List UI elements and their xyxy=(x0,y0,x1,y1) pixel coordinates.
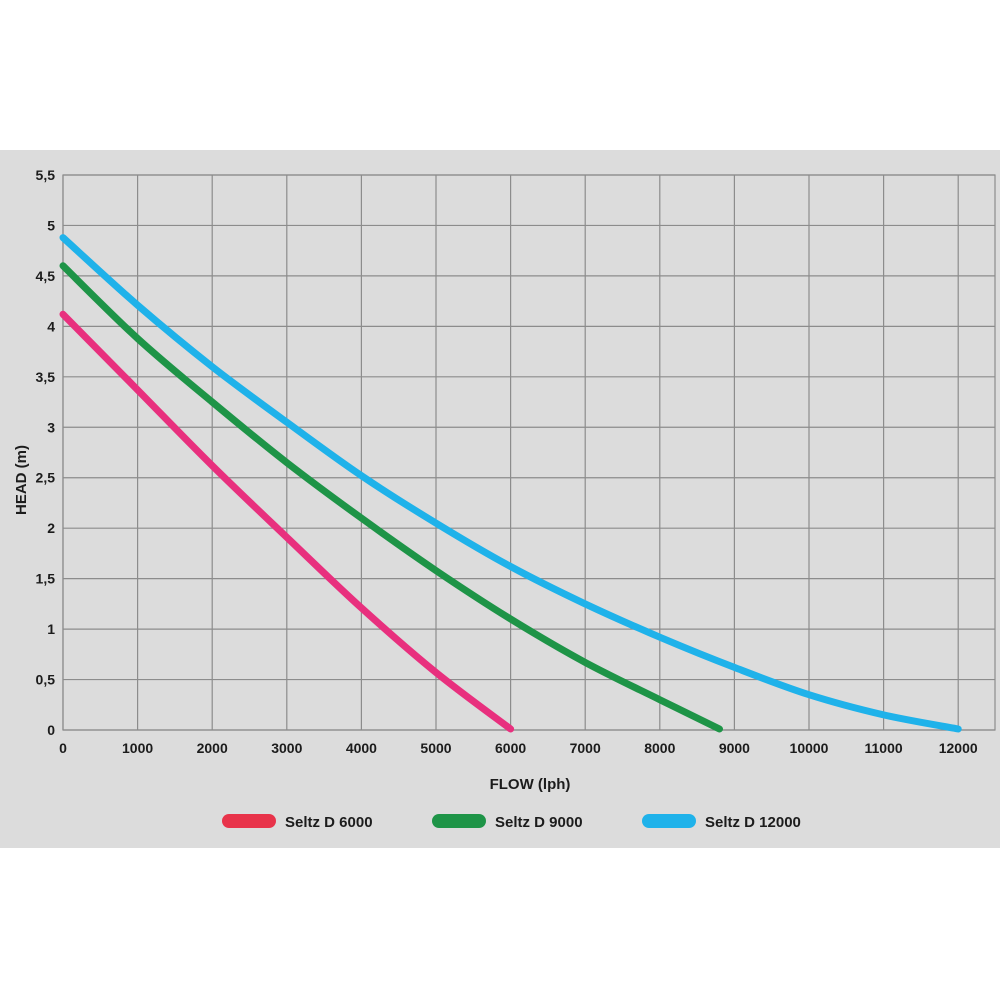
series-line-seltz-d-9000 xyxy=(59,262,723,733)
series-line-seltz-d-12000 xyxy=(59,234,962,733)
grid xyxy=(62,174,996,731)
x-tick-label: 11000 xyxy=(865,740,903,756)
y-tick-label: 3 xyxy=(47,419,55,435)
y-tick-label: 2 xyxy=(47,520,55,536)
y-tick-label: 4,5 xyxy=(36,268,56,284)
chart-panel: 0 0,5 1 1,5 2 2,5 3 3,5 4 4,5 5 5,5 0 1000 2000 3000 40… xyxy=(0,150,1000,848)
x-tick-label: 5000 xyxy=(420,740,451,756)
y-tick-label: 1,5 xyxy=(36,571,56,587)
x-tick-label: 0 xyxy=(59,740,67,756)
y-tick-label: 5 xyxy=(47,217,55,233)
y-axis-label: HEAD (m) xyxy=(13,445,30,515)
y-tick-label: 3,5 xyxy=(36,369,56,385)
x-tick-label: 10000 xyxy=(790,740,829,756)
x-tick-label: 8000 xyxy=(644,740,675,756)
x-tick-label: 3000 xyxy=(271,740,302,756)
x-axis-label: FLOW (lph) xyxy=(490,776,571,793)
y-tick-label: 4 xyxy=(47,318,55,334)
x-tick-labels: 0 1000 2000 3000 4000 5000 6000 7000 8000 9000 100… xyxy=(59,740,978,756)
x-tick-label: 2000 xyxy=(197,740,228,756)
x-tick-label: 1000 xyxy=(122,740,153,756)
legend-label-seltz-d-9000: Seltz D 9000 xyxy=(495,814,583,831)
series-line-seltz-d-6000 xyxy=(59,310,515,733)
x-tick-label: 9000 xyxy=(719,740,750,756)
y-tick-label: 0 xyxy=(47,722,55,738)
legend-label-seltz-d-12000: Seltz D 12000 xyxy=(705,814,801,831)
x-tick-label: 12000 xyxy=(939,740,978,756)
y-tick-label: 1 xyxy=(47,621,55,637)
legend-label-seltz-d-6000: Seltz D 6000 xyxy=(285,814,373,831)
x-tick-label: 6000 xyxy=(495,740,526,756)
series-lines xyxy=(59,234,962,733)
legend: Seltz D 6000 Seltz D 9000 Seltz D 12000 xyxy=(222,814,801,831)
y-tick-label: 5,5 xyxy=(36,167,56,183)
x-tick-label: 7000 xyxy=(570,740,601,756)
pump-curve-chart: 0 0,5 1 1,5 2 2,5 3 3,5 4 4,5 5 5,5 0 1000 2000 3000 40… xyxy=(13,167,996,831)
y-tick-label: 2,5 xyxy=(36,470,56,486)
y-tick-labels: 0 0,5 1 1,5 2 2,5 3 3,5 4 4,5 5 5,5 xyxy=(36,167,56,738)
y-tick-label: 0,5 xyxy=(36,672,56,688)
x-tick-label: 4000 xyxy=(346,740,377,756)
